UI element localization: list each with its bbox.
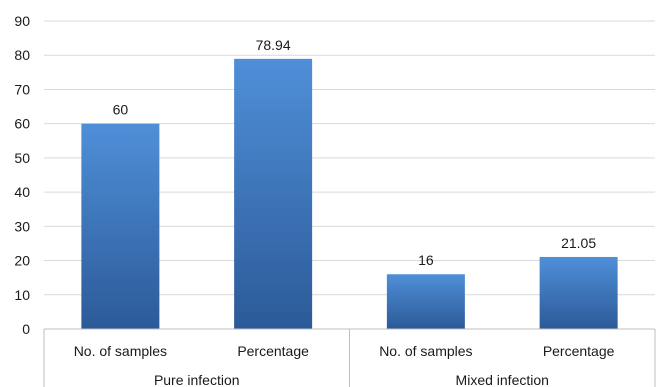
bar	[539, 256, 618, 329]
x-category-label: No. of samples	[74, 343, 167, 359]
y-tick-label: 10	[14, 287, 30, 303]
bar	[386, 274, 465, 329]
x-category-label: No. of samples	[379, 343, 472, 359]
data-label: 21.05	[561, 235, 596, 251]
data-label: 60	[113, 102, 129, 118]
y-tick-label: 40	[14, 184, 30, 200]
bar	[234, 58, 313, 329]
bar	[81, 123, 160, 330]
y-tick-label: 90	[14, 13, 30, 29]
x-group-label: Mixed infection	[456, 372, 549, 387]
x-category-label: Percentage	[543, 343, 615, 359]
data-label: 16	[418, 252, 434, 268]
x-category-label: Percentage	[237, 343, 309, 359]
y-tick-label: 80	[14, 47, 30, 63]
data-label: 78.94	[256, 37, 291, 53]
y-tick-label: 0	[22, 321, 30, 337]
x-axis: No. of samples Percentage No. of samples Pe…	[43, 328, 656, 387]
y-tick-label: 30	[14, 218, 30, 234]
y-tick-label: 70	[14, 81, 30, 97]
y-axis-ticks: 0 10 20 30 40 50 60 70 80 90	[14, 13, 30, 337]
data-labels: 60 78.94 16 21.05	[113, 37, 597, 268]
x-group-label: Pure infection	[154, 372, 240, 387]
bars	[81, 58, 618, 330]
y-tick-label: 60	[14, 116, 30, 132]
y-tick-label: 50	[14, 150, 30, 166]
y-tick-label: 20	[14, 253, 30, 269]
